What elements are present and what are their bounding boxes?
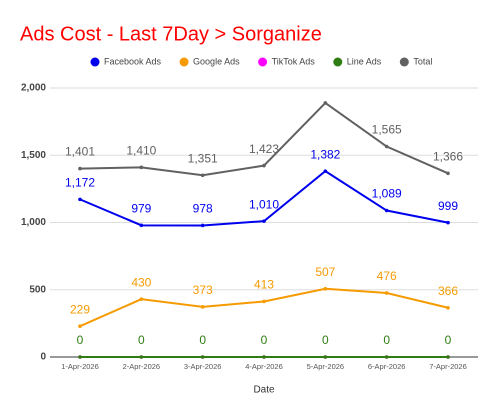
point [384,144,389,149]
point [446,355,450,359]
point [78,324,82,328]
data-label: 978 [193,202,213,216]
point [262,299,266,304]
data-label: 1,410 [126,144,156,158]
x-tick-label: 2-Apr-2026 [123,362,161,371]
point [384,291,389,295]
legend-label: Google Ads [193,56,240,66]
y-tick-label: 2,000 [21,83,46,94]
x-tick-label: 6-Apr-2026 [368,362,406,371]
x-tick-label: 4-Apr-2026 [245,362,283,371]
point [262,355,266,359]
point [78,355,82,359]
data-label: 373 [193,283,213,297]
point [446,171,450,176]
point [78,197,82,202]
point [200,223,205,228]
point [139,165,144,170]
data-label: 0 [322,333,329,347]
point [139,297,144,301]
data-label: 430 [131,275,151,289]
data-label: 999 [438,199,458,213]
y-tick-label: 1,000 [21,217,46,228]
data-label: 229 [70,302,90,316]
y-tick-label: 0 [40,352,46,363]
data-label: 366 [438,284,458,298]
data-label: 0 [138,333,145,347]
data-label: 979 [131,201,151,215]
data-label: 1,401 [65,145,95,159]
data-label: 507 [315,265,335,279]
series-line [79,287,449,328]
x-axis-title: Date [253,385,275,396]
x-tick-label: 5-Apr-2026 [307,362,345,371]
point [200,305,205,309]
legend-marker [179,57,189,67]
point [446,220,450,225]
legend-label: TikTok Ads [272,56,316,66]
data-label: 1,366 [433,149,463,163]
point [446,305,450,310]
point [323,355,328,359]
point [139,223,144,228]
x-tick-label: 7-Apr-2026 [429,362,467,371]
legend-label: Facebook Ads [104,56,162,66]
x-tick-label: 3-Apr-2026 [184,362,222,371]
point [384,208,389,213]
legend-marker [90,57,100,67]
data-label: 0 [445,333,452,347]
point [78,166,82,171]
y-tick-label: 500 [29,284,46,295]
data-label: 0 [261,333,268,347]
data-label: 476 [377,269,397,283]
data-label: 1,172 [65,176,95,190]
point [262,219,266,223]
point [323,169,328,173]
point [200,355,205,359]
legend-label: Line Ads [347,56,382,66]
chart-title: Ads Cost - Last 7Day > Sorganize [20,23,322,45]
data-label: 0 [77,333,84,347]
data-label: 1,565 [372,123,402,137]
data-label: 1,382 [310,147,340,161]
point [384,355,389,359]
point [200,173,205,178]
legend-marker [258,57,268,67]
data-label: 0 [383,333,390,347]
point [262,163,266,168]
x-tick-label: 1-Apr-2026 [61,362,99,371]
y-tick-label: 1,500 [21,150,46,161]
data-label: 1,351 [188,151,218,165]
point [323,287,328,291]
legend-marker [333,57,343,67]
data-label: 1,010 [249,197,279,211]
point [323,101,328,105]
data-label: 0 [199,333,206,347]
data-label: 413 [254,278,274,292]
legend-marker [399,57,409,67]
data-label: 1,423 [249,142,279,156]
data-label: 1,089 [372,187,402,201]
legend-label: Total [413,56,432,66]
point [139,355,144,359]
